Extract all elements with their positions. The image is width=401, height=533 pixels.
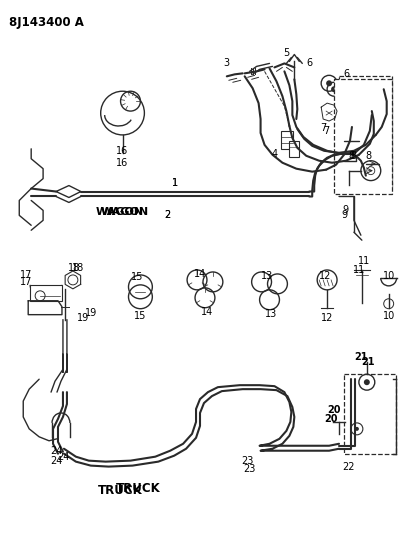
Text: 9: 9 [342,205,348,215]
Text: 19: 19 [77,313,89,322]
Text: 7: 7 [323,126,329,136]
Text: 9: 9 [341,211,347,220]
Text: 24: 24 [57,451,69,462]
Text: 11: 11 [353,265,365,275]
Text: 5: 5 [283,49,290,59]
Text: 17: 17 [20,270,32,280]
Text: 3: 3 [224,59,230,68]
Text: 8: 8 [348,151,354,161]
FancyBboxPatch shape [30,285,62,301]
Circle shape [326,80,332,86]
Text: 21: 21 [354,352,368,362]
Text: 18: 18 [72,263,84,273]
Text: 15: 15 [134,311,147,321]
FancyBboxPatch shape [344,374,396,454]
Text: 10: 10 [383,271,395,281]
Text: 21: 21 [361,357,375,367]
Text: 10: 10 [383,311,395,321]
Text: 22: 22 [343,462,355,472]
Text: 14: 14 [201,306,213,317]
FancyBboxPatch shape [334,79,392,193]
Text: WAGON: WAGON [101,207,149,217]
Text: 19: 19 [85,308,97,318]
Text: 8J143400 A: 8J143400 A [9,16,84,29]
Text: 2: 2 [164,211,170,220]
Text: 6: 6 [343,69,349,79]
Text: 20: 20 [324,414,338,424]
Text: 15: 15 [131,272,144,282]
Text: 13: 13 [265,309,277,319]
Text: 24: 24 [50,456,62,466]
Text: 1: 1 [172,177,178,188]
Text: 6: 6 [306,59,312,68]
Text: 4: 4 [271,149,277,159]
Text: 13: 13 [261,271,273,281]
Text: 8: 8 [351,151,357,161]
FancyBboxPatch shape [290,141,299,157]
Text: 16: 16 [116,158,129,168]
Text: 12: 12 [319,271,331,281]
Text: 7: 7 [320,123,326,133]
Text: 12: 12 [321,313,333,322]
Text: 2: 2 [164,211,170,220]
Text: 20: 20 [327,405,341,415]
Text: 14: 14 [194,269,206,279]
Text: 17: 17 [20,277,32,287]
Text: 11: 11 [358,256,370,266]
Text: 18: 18 [68,263,80,273]
FancyBboxPatch shape [282,131,294,149]
Text: 23: 23 [241,456,254,466]
Circle shape [364,379,370,385]
FancyBboxPatch shape [339,76,392,188]
Text: 23: 23 [243,464,256,474]
Text: WAGON: WAGON [96,207,144,217]
Text: 24: 24 [50,446,62,456]
Text: 8: 8 [366,151,372,161]
Text: 1: 1 [172,177,178,188]
Circle shape [331,86,337,92]
Text: TRUCK: TRUCK [115,482,160,495]
Circle shape [355,427,359,431]
Text: TRUCK: TRUCK [98,484,143,497]
Text: 16: 16 [116,146,129,156]
